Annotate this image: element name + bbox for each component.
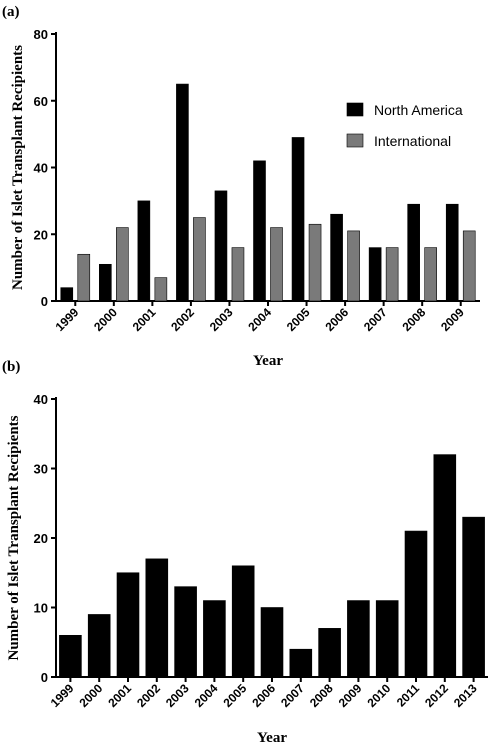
x-tick-label: 1999 [48, 681, 77, 710]
bar [116, 227, 129, 302]
bar [368, 247, 382, 302]
x-tick-label: 2001 [105, 681, 134, 710]
y-tick-label: 60 [34, 94, 48, 109]
x-tick-label: 2004 [192, 681, 221, 710]
x-tick-label: 2001 [130, 305, 159, 334]
x-tick-label: 2008 [307, 681, 336, 710]
bar [145, 558, 169, 678]
bar [154, 277, 168, 302]
bar [385, 247, 399, 302]
bar [253, 160, 266, 302]
x-tick-label: 2007 [278, 681, 307, 710]
bar [318, 628, 341, 678]
bar [231, 565, 255, 678]
bar [424, 247, 437, 302]
x-tick-label: 2009 [336, 681, 365, 710]
y-tick-label: 0 [41, 670, 48, 685]
bar [445, 203, 459, 302]
x-tick-label: 2006 [322, 305, 351, 334]
x-tick-label: 1999 [53, 305, 82, 334]
bar [214, 190, 228, 302]
bar [347, 600, 370, 678]
bar [137, 200, 151, 302]
x-tick-label: 2003 [163, 681, 192, 710]
x-tick-label: 2000 [77, 681, 106, 710]
bar [99, 263, 112, 302]
y-tick-label: 0 [41, 294, 48, 309]
x-tick-label: 2011 [394, 681, 423, 710]
x-tick-label: 2000 [91, 305, 120, 334]
bar [347, 230, 360, 302]
legend-label: North America [374, 102, 463, 118]
y-tick-label: 40 [34, 392, 48, 407]
bar [77, 253, 91, 302]
x-tick-label: 2002 [168, 305, 197, 334]
legend-swatch [346, 102, 364, 117]
bar [330, 213, 343, 302]
y-tick-label: 10 [34, 601, 48, 616]
bar [59, 634, 82, 678]
x-tick-label: 2005 [284, 305, 313, 334]
bar [289, 648, 313, 678]
panel-label: (a) [2, 4, 20, 20]
y-tick-label: 30 [34, 462, 48, 477]
y-axis-title: Number of Islet Transplant Recipients [6, 415, 22, 660]
bar [270, 227, 283, 302]
bar [116, 572, 140, 678]
legend-label: International [374, 133, 451, 149]
bar [291, 137, 305, 302]
bar [203, 600, 226, 678]
bar [231, 247, 245, 302]
x-tick-label: 2003 [207, 305, 236, 334]
bar [407, 203, 420, 302]
legend-swatch [346, 133, 364, 148]
panel-label: (b) [2, 359, 20, 375]
y-tick-label: 20 [34, 227, 48, 242]
y-tick-label: 80 [34, 27, 48, 42]
bar [193, 217, 206, 302]
bar [375, 600, 399, 678]
x-tick-label: 2002 [134, 681, 163, 710]
bar [176, 83, 189, 302]
x-tick-label: 2013 [451, 681, 480, 710]
x-tick-label: 2012 [422, 681, 451, 710]
y-tick-label: 20 [34, 531, 48, 546]
bar [60, 287, 74, 302]
y-axis-title: Number of Islet Transplant Recipients [10, 45, 26, 290]
bar [308, 223, 322, 302]
bar [260, 607, 284, 678]
x-tick-label: 2010 [365, 681, 394, 710]
x-tick-label: 2008 [400, 305, 429, 334]
x-tick-label: 2009 [438, 305, 467, 334]
y-tick-label: 40 [34, 161, 48, 176]
x-tick-label: 2006 [249, 681, 278, 710]
x-tick-label: 2007 [361, 305, 390, 334]
bar [87, 614, 111, 678]
x-tick-label: 2004 [245, 305, 274, 334]
x-tick-label: 2005 [221, 681, 250, 710]
bar [433, 454, 457, 678]
bar [404, 530, 428, 678]
x-axis-title: Year [253, 353, 283, 369]
bar [462, 230, 476, 302]
bar [462, 516, 485, 678]
bar [174, 586, 197, 678]
x-axis-title: Year [257, 730, 287, 746]
